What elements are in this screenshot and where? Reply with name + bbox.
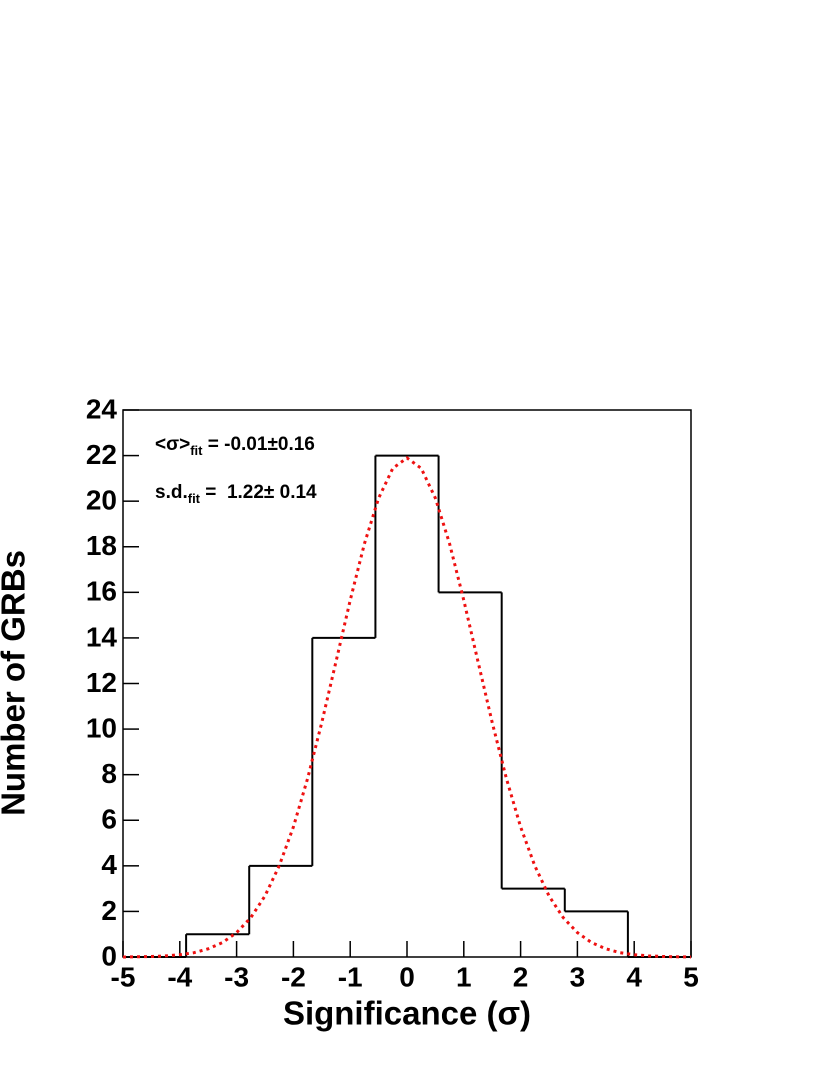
annotation-label: <σ> — [155, 434, 190, 455]
y-tick-label: 10 — [86, 712, 117, 743]
x-tick-label: 2 — [513, 961, 529, 992]
annotation: <σ>fit = -0.01±0.16 — [155, 434, 315, 458]
y-tick-label: 6 — [101, 804, 117, 835]
y-tick-label: 14 — [86, 621, 118, 652]
x-tick-label: 5 — [683, 961, 699, 992]
y-tick-label: 22 — [86, 439, 117, 470]
y-tick-label: 4 — [101, 849, 117, 880]
annotation-subscript: fit — [190, 443, 203, 458]
annotation-subscript: fit — [188, 491, 201, 506]
x-tick-label: 0 — [399, 961, 415, 992]
y-tick-label: 8 — [101, 758, 117, 789]
x-tick-label: -2 — [281, 961, 306, 992]
x-tick-label: -4 — [167, 961, 192, 992]
x-tick-label: 3 — [570, 961, 586, 992]
annotation: s.d.fit = 1.22± 0.14 — [155, 482, 317, 506]
y-axis-title: Number of GRBs — [0, 550, 32, 816]
x-axis-title: Significance (σ) — [283, 995, 531, 1032]
annotation-text: = -0.01±0.16 — [202, 434, 314, 455]
annotation-label: s.d. — [155, 482, 188, 503]
annotation-text: = 1.22± 0.14 — [200, 482, 317, 503]
y-tick-label: 24 — [86, 393, 118, 424]
x-tick-label: -5 — [111, 961, 136, 992]
y-tick-label: 2 — [101, 895, 117, 926]
y-tick-label: 20 — [86, 485, 117, 516]
fit-curve — [122, 456, 692, 959]
x-tick-label: 4 — [626, 961, 642, 992]
x-tick-label: -3 — [224, 961, 249, 992]
y-tick-label: 18 — [86, 530, 117, 561]
y-tick-label: 16 — [86, 576, 117, 607]
x-tick-label: 1 — [456, 961, 472, 992]
y-tick-label: 0 — [101, 940, 117, 971]
y-tick-label: 12 — [86, 667, 117, 698]
x-tick-label: -1 — [338, 961, 363, 992]
